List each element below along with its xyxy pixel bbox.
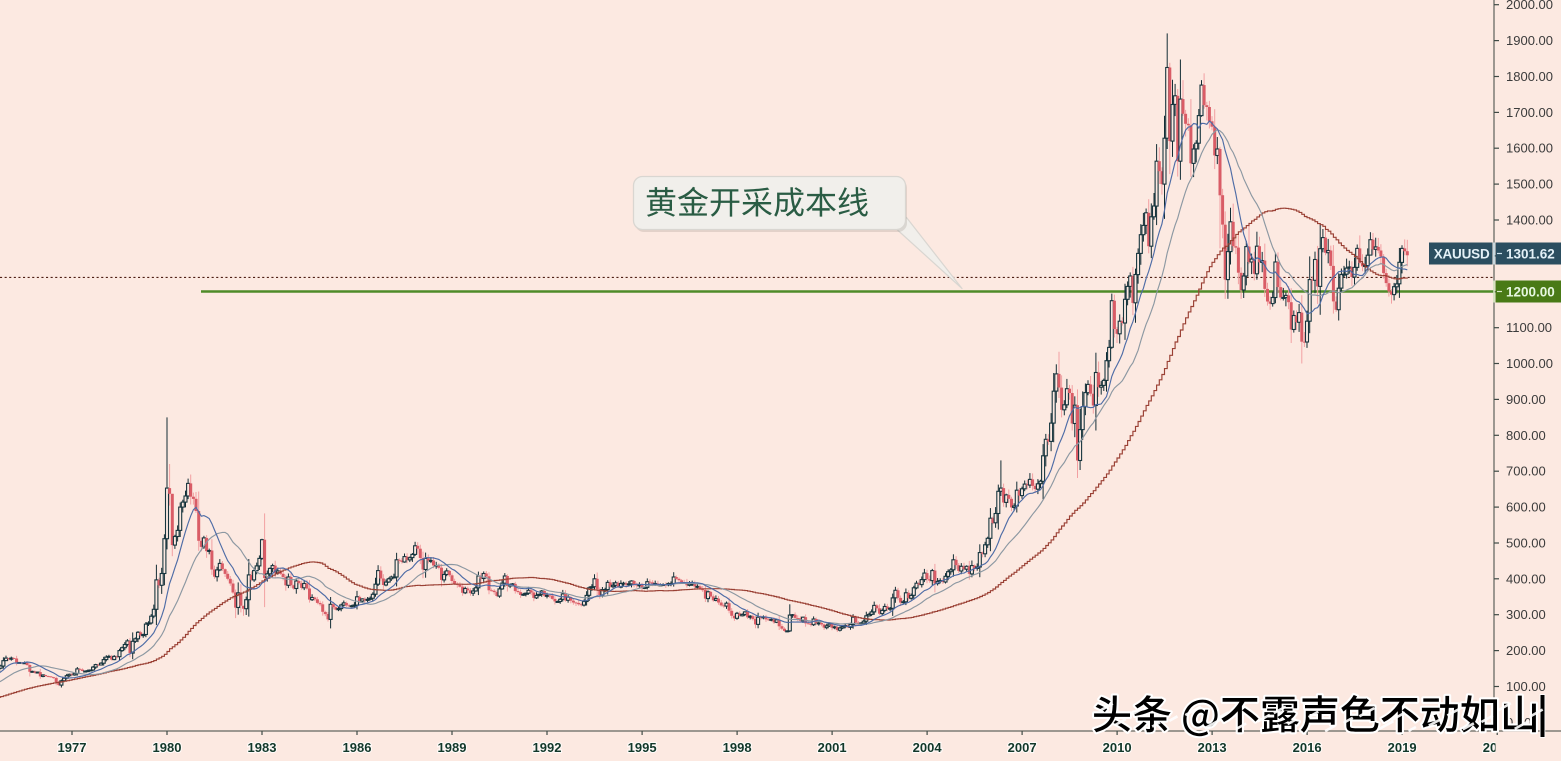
svg-text:XAUUSD: XAUUSD <box>1434 246 1490 261</box>
svg-text:1900.00: 1900.00 <box>1506 33 1553 48</box>
svg-text:1200.00: 1200.00 <box>1506 284 1555 299</box>
svg-text:2001: 2001 <box>818 740 847 755</box>
svg-text:1100.00: 1100.00 <box>1506 320 1552 335</box>
svg-text:1986: 1986 <box>343 740 372 755</box>
svg-text:1600.00: 1600.00 <box>1506 141 1553 156</box>
svg-text:900.00: 900.00 <box>1506 392 1546 407</box>
svg-text:1989: 1989 <box>438 740 467 755</box>
svg-text:2022: 2022 <box>1483 740 1512 755</box>
svg-text:1983: 1983 <box>248 740 277 755</box>
svg-text:100.00: 100.00 <box>1506 679 1546 694</box>
svg-text:1500.00: 1500.00 <box>1506 177 1553 192</box>
svg-text:300.00: 300.00 <box>1506 607 1546 622</box>
svg-text:200.00: 200.00 <box>1506 643 1546 658</box>
svg-text:1301.62: 1301.62 <box>1506 246 1555 261</box>
svg-text:800.00: 800.00 <box>1506 428 1546 443</box>
svg-text:1992: 1992 <box>533 740 562 755</box>
svg-text:1400.00: 1400.00 <box>1506 213 1553 228</box>
svg-text:500.00: 500.00 <box>1506 536 1546 551</box>
svg-text:1000.00: 1000.00 <box>1506 356 1553 371</box>
svg-text:400.00: 400.00 <box>1506 571 1546 586</box>
svg-text:1800.00: 1800.00 <box>1506 69 1553 84</box>
svg-text:1977: 1977 <box>58 740 87 755</box>
svg-text:2019: 2019 <box>1388 740 1417 755</box>
svg-text:1998: 1998 <box>723 740 752 755</box>
svg-text:2000.00: 2000.00 <box>1506 0 1553 12</box>
svg-text:1700.00: 1700.00 <box>1506 105 1553 120</box>
svg-text:1980: 1980 <box>153 740 182 755</box>
svg-text:2010: 2010 <box>1103 740 1132 755</box>
svg-text:2016: 2016 <box>1293 740 1322 755</box>
svg-text:700.00: 700.00 <box>1506 464 1546 479</box>
svg-text:2004: 2004 <box>913 740 943 755</box>
svg-text:600.00: 600.00 <box>1506 500 1546 515</box>
svg-text:1995: 1995 <box>628 740 657 755</box>
svg-text:2007: 2007 <box>1008 740 1037 755</box>
svg-text:2013: 2013 <box>1198 740 1227 755</box>
